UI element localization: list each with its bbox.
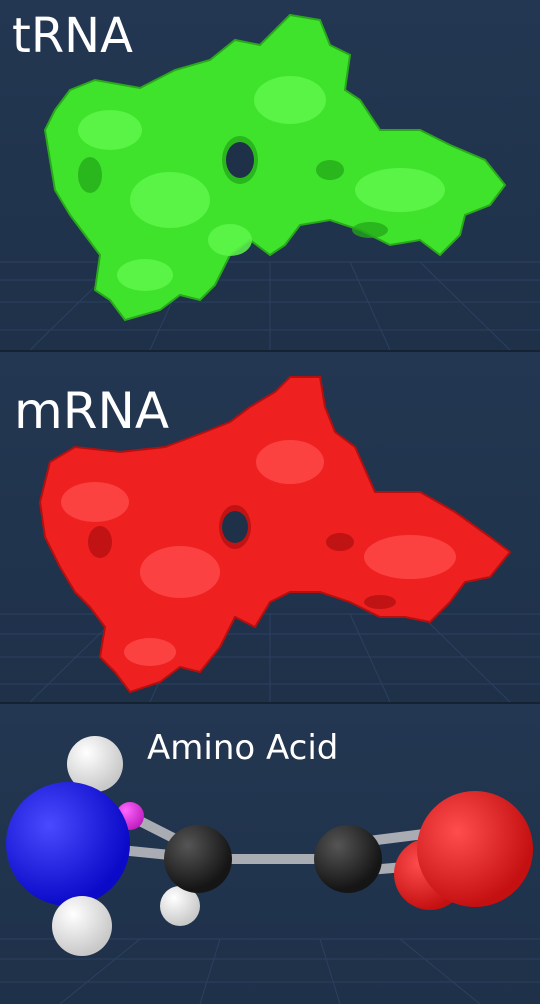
amino-acid-title: Amino Acid (147, 728, 339, 768)
nitrogen-atom (6, 782, 130, 906)
mrna-panel: mRNA (0, 352, 540, 702)
trna-molecule (43, 13, 507, 322)
trna-title: tRNA (12, 8, 133, 64)
amino-acid-molecule (6, 736, 533, 956)
hydrogen-atom (52, 896, 112, 956)
bonds (75, 764, 445, 919)
trna-panel: tRNA (0, 0, 540, 350)
hydrogen-atom (160, 886, 200, 926)
amino-acid-panel: Amino Acid (0, 704, 540, 1004)
panel-divider (0, 350, 540, 352)
floor-grid (0, 613, 540, 702)
carbon-atom (314, 825, 382, 893)
hydrogen-atom (67, 736, 123, 792)
mrna-title: mRNA (14, 382, 170, 440)
oxygen-atom (417, 791, 533, 907)
mrna-molecule (38, 376, 512, 694)
floor-grid (0, 261, 540, 350)
panel-divider (0, 702, 540, 704)
carbon-atom (164, 825, 232, 893)
